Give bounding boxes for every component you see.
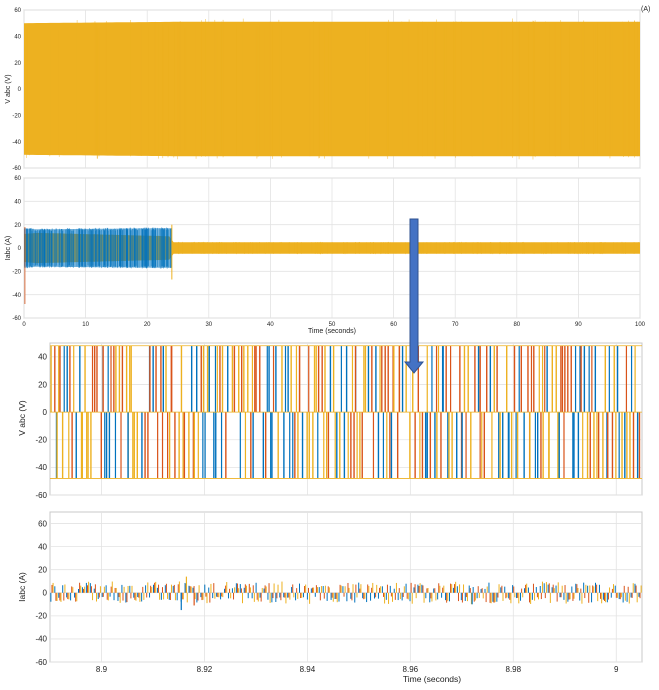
y-ticks-voltage-full: -60 -40 -20 0 20 40 60 bbox=[12, 8, 21, 172]
y-ticks-voltage-zoom: -60 -40 -20 0 20 40 bbox=[35, 353, 47, 500]
grid-current-zoom bbox=[50, 512, 642, 663]
x-tick-label: 60 bbox=[390, 322, 397, 328]
series-voltage-zoom bbox=[50, 345, 642, 479]
y-tick-label: 40 bbox=[38, 353, 47, 362]
x-tick-label: 10 bbox=[82, 322, 89, 328]
chart-current-zoom: -60 -40 -20 0 20 40 60 8.9 8.92 8.94 8.96 8.98 9 Ia… bbox=[17, 511, 643, 684]
x-tick-label: 0 bbox=[22, 322, 26, 328]
y-axis-label-voltage-full: V abc (V) bbox=[5, 74, 12, 103]
x-tick-label: 8.92 bbox=[197, 665, 213, 674]
y-ticks-current-full: -60 -40 -20 0 20 40 60 bbox=[12, 176, 21, 322]
x-ticks-current-full: 0 10 20 30 40 50 60 70 80 90 100 bbox=[22, 322, 645, 328]
x-axis-label-current-full: Time (seconds) bbox=[308, 328, 356, 335]
y-tick-label: -60 bbox=[35, 491, 47, 500]
y-tick-label: 60 bbox=[14, 8, 21, 14]
x-tick-label: 20 bbox=[144, 322, 151, 328]
series-current-full bbox=[24, 224, 640, 304]
y-tick-label: -60 bbox=[12, 316, 21, 322]
x-tick-label: 8.94 bbox=[300, 665, 316, 674]
x-ticks-current-zoom: 8.9 8.92 8.94 8.96 8.98 9 bbox=[96, 665, 619, 674]
y-tick-label: 0 bbox=[43, 589, 48, 598]
x-tick-label: 50 bbox=[329, 322, 336, 328]
y-tick-label: 20 bbox=[38, 380, 47, 389]
chart-voltage-full: -60 -40 -20 0 20 40 60 V abc (V) (A) bbox=[5, 6, 650, 172]
x-axis-label-current-zoom: Time (seconds) bbox=[403, 674, 461, 684]
x-tick-label: 70 bbox=[452, 322, 459, 328]
y-tick-label: 20 bbox=[38, 565, 47, 574]
y-tick-label: 0 bbox=[18, 246, 22, 252]
y-tick-label: -60 bbox=[12, 166, 21, 172]
y-tick-label: 40 bbox=[38, 542, 47, 551]
y-tick-label: 20 bbox=[14, 61, 21, 67]
x-tick-label: 8.98 bbox=[506, 665, 522, 674]
x-tick-label: 8.9 bbox=[96, 665, 108, 674]
x-tick-label: 80 bbox=[513, 322, 520, 328]
corner-label: (A) bbox=[641, 6, 650, 13]
y-tick-label: 0 bbox=[43, 408, 48, 417]
x-tick-label: 8.96 bbox=[403, 665, 419, 674]
y-tick-label: -20 bbox=[35, 436, 47, 445]
chart-voltage-zoom: -60 -40 -20 0 20 40 V abc (V) bbox=[17, 342, 643, 500]
y-tick-label: 40 bbox=[14, 199, 21, 205]
series-current-zoom bbox=[50, 576, 642, 611]
y-axis-label-current-full: Iabc (A) bbox=[5, 236, 12, 261]
y-tick-label: 60 bbox=[38, 519, 47, 528]
y-tick-label: 20 bbox=[14, 223, 21, 229]
series-voltage-full bbox=[24, 18, 640, 160]
series-band bbox=[24, 228, 172, 268]
x-tick-label: 9 bbox=[614, 665, 619, 674]
series-band bbox=[24, 21, 640, 157]
y-ticks-current-zoom: -60 -40 -20 0 20 40 60 bbox=[35, 519, 47, 666]
y-tick-label: -20 bbox=[35, 612, 47, 621]
y-tick-label: -20 bbox=[12, 269, 21, 275]
y-tick-label: -40 bbox=[12, 140, 21, 146]
y-tick-label: 40 bbox=[14, 34, 21, 40]
x-tick-label: 90 bbox=[575, 322, 582, 328]
y-axis-label-current-zoom: Iabc (A) bbox=[17, 572, 27, 602]
zoom-arrow-shape bbox=[403, 218, 425, 374]
y-tick-label: -20 bbox=[12, 113, 21, 119]
x-tick-label: 30 bbox=[205, 322, 212, 328]
x-tick-label: 100 bbox=[635, 322, 646, 328]
y-tick-label: -40 bbox=[12, 293, 21, 299]
y-tick-label: -40 bbox=[35, 635, 47, 644]
x-tick-label: 40 bbox=[267, 322, 274, 328]
y-tick-label: -60 bbox=[35, 658, 47, 667]
y-tick-label: 0 bbox=[18, 87, 22, 93]
zoom-arrow bbox=[403, 218, 425, 374]
y-tick-label: 60 bbox=[14, 176, 21, 182]
y-axis-label-voltage-zoom: V abc (V) bbox=[17, 400, 27, 436]
y-tick-label: -40 bbox=[35, 463, 47, 472]
